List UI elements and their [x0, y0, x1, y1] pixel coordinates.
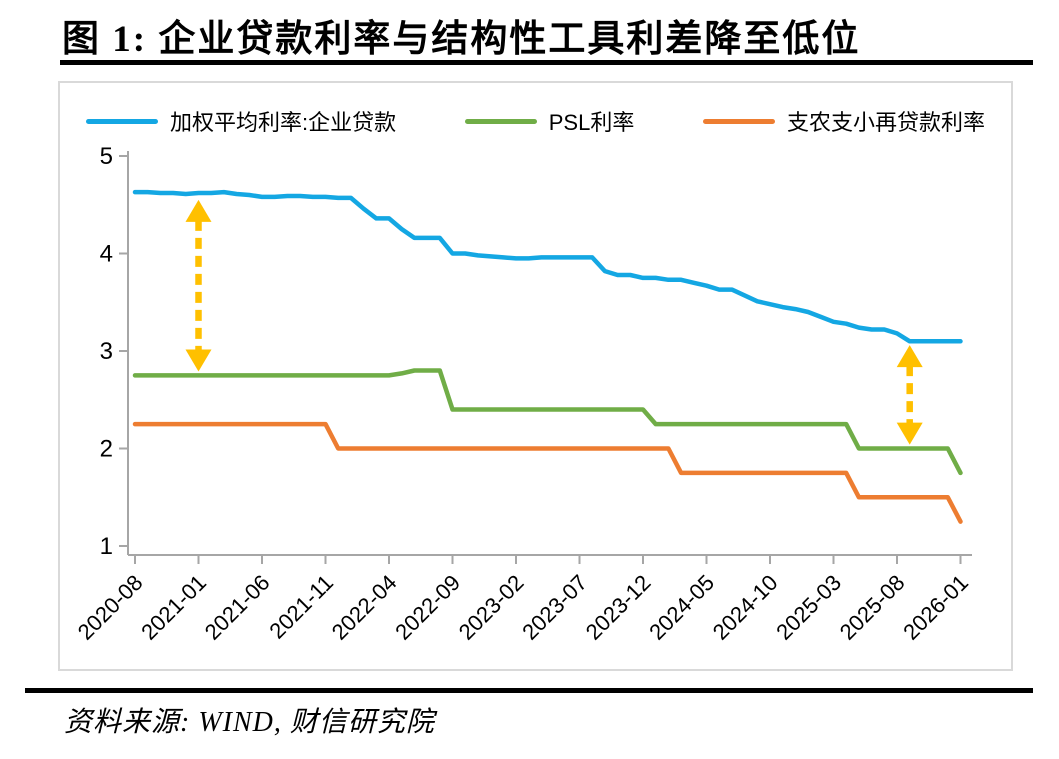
x-tick-label: 2021-06: [200, 570, 275, 645]
legend-label: 支农支小再贷款利率: [786, 110, 985, 135]
spread-arrow-1-head-up: [896, 345, 923, 368]
x-tick-label: 2020-08: [73, 570, 148, 645]
legend-label: PSL利率: [548, 110, 635, 135]
title-underline: [60, 60, 1033, 65]
legend-swatch-blue: [86, 118, 158, 124]
y-tick-label: 3: [100, 338, 113, 365]
series-line-0: [132, 189, 963, 344]
legend-item: 加权平均利率:企业贷款: [86, 105, 396, 137]
x-tick-label: 2023-07: [517, 570, 592, 645]
x-tick-label: 2023-02: [454, 570, 529, 645]
y-tick-label: 4: [100, 241, 113, 268]
y-tick-label: 2: [100, 436, 113, 463]
series-line-2: [132, 421, 963, 524]
spread-arrow-1-head-down: [896, 422, 923, 445]
legend-swatch-green: [464, 118, 537, 124]
spread-arrow-0-head-down: [185, 349, 212, 372]
legend-item: 支农支小再贷款利率: [702, 105, 985, 137]
source-divider: [25, 688, 1033, 693]
spread-arrow-0-head-up: [185, 199, 212, 222]
source-text: 资料来源: WIND, 财信研究院: [64, 707, 435, 738]
x-tick-label: 2022-09: [390, 570, 465, 645]
y-tick-label: 5: [100, 143, 113, 170]
legend-swatch-orange: [702, 118, 775, 124]
series-line-1: [132, 368, 963, 476]
x-tick-label: 2021-11: [264, 570, 338, 644]
x-tick-label: 2022-04: [327, 570, 402, 645]
legend-item: PSL利率: [464, 105, 635, 137]
chart-frame: 5 4 3 2 1 2020-08 2021-01 2021-06 2021-11 2022-04…: [58, 81, 1013, 671]
x-tick-label: 2024-05: [644, 570, 719, 645]
y-tick-label: 1: [100, 533, 113, 560]
chart-legend: 加权平均利率:企业贷款 PSL利率 支农支小再贷款利率: [60, 105, 1011, 137]
page-title: 图 1: 企业贷款利率与结构性工具利差降至低位: [62, 19, 861, 60]
x-tick-label: 2026-01: [898, 570, 973, 645]
legend-label: 加权平均利率:企业贷款: [170, 110, 397, 135]
x-tick-label: 2025-08: [835, 570, 910, 645]
x-tick-label: 2021-01: [136, 570, 211, 645]
x-tick-label: 2023-12: [581, 570, 656, 645]
plot-svg: 5 4 3 2 1 2020-082021-012021-062021-112022-04…: [73, 143, 973, 645]
x-tick-label: 2025-03: [771, 570, 846, 645]
x-tick-label: 2024-10: [708, 570, 783, 645]
